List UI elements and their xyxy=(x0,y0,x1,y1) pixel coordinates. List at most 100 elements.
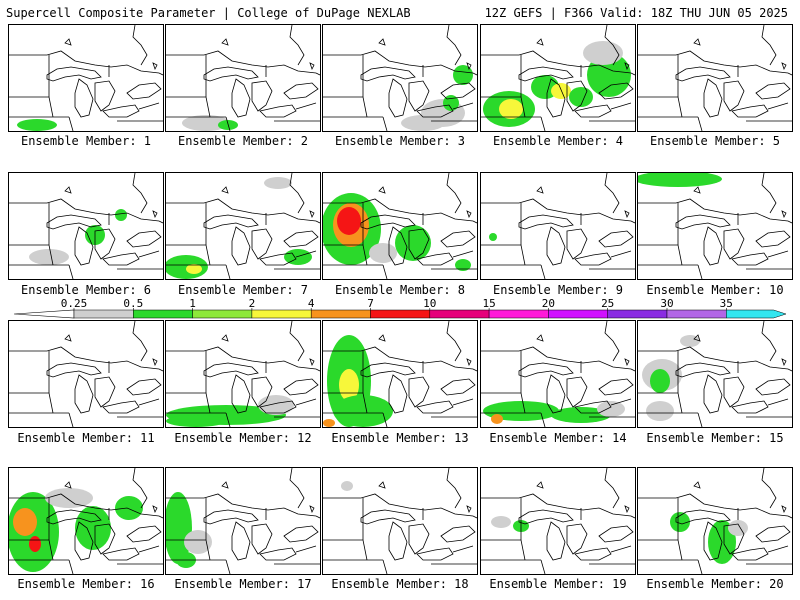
scp-shading xyxy=(264,177,292,189)
basemap-outline xyxy=(446,25,462,66)
ensemble-member-map xyxy=(637,467,793,575)
basemap-outline xyxy=(546,374,566,414)
map-canvas xyxy=(166,25,320,131)
scp-shading xyxy=(583,41,623,65)
basemap-outline xyxy=(416,400,454,414)
basemap-outline xyxy=(703,521,723,561)
map-canvas xyxy=(323,321,477,427)
basemap-outline xyxy=(638,198,792,224)
map-canvas xyxy=(9,468,163,574)
colorbar-tick-label: 7 xyxy=(367,297,374,310)
basemap-outline xyxy=(259,104,297,118)
basemap-outline xyxy=(132,25,148,66)
ensemble-member-map xyxy=(165,24,321,132)
basemap-outline xyxy=(446,468,462,509)
basemap-outline xyxy=(446,321,462,362)
basemap-outline xyxy=(48,498,110,540)
scp-shading xyxy=(489,233,497,241)
colorbar-tick-label: 0.5 xyxy=(123,297,143,310)
basemap-outline xyxy=(323,198,477,224)
basemap-outline xyxy=(755,82,791,100)
scp-shading xyxy=(551,83,571,99)
basemap-outline xyxy=(638,244,792,279)
scp-shading xyxy=(17,119,57,131)
basemap-outline xyxy=(126,82,162,100)
basemap-outline xyxy=(693,186,701,194)
basemap-outline xyxy=(466,62,472,71)
colorbar-tick-label: 4 xyxy=(308,297,315,310)
basemap-outline xyxy=(574,252,612,266)
map-canvas xyxy=(638,173,792,279)
basemap-outline xyxy=(574,104,612,118)
basemap-outline xyxy=(362,351,424,393)
basemap-outline xyxy=(604,173,620,214)
basemap-outline xyxy=(574,400,612,414)
basemap-outline xyxy=(362,203,424,245)
basemap-outline xyxy=(723,80,745,112)
basemap-outline xyxy=(723,228,745,260)
basemap-outline xyxy=(677,203,739,245)
map-canvas xyxy=(323,25,477,131)
basemap-outline xyxy=(152,210,158,219)
basemap-outline xyxy=(677,55,739,97)
colorbar-tick-label: 30 xyxy=(660,297,673,310)
ensemble-member-label: Ensemble Member: 15 xyxy=(646,431,784,445)
scp-shading xyxy=(369,243,397,263)
colorbar-segment xyxy=(370,309,431,319)
scp-shading xyxy=(337,207,361,235)
basemap-outline xyxy=(74,374,94,414)
basemap-outline xyxy=(203,214,259,230)
scp-shading xyxy=(184,530,212,554)
basemap-outline xyxy=(781,62,787,71)
basemap-outline xyxy=(221,481,229,489)
scp-shading xyxy=(638,173,722,187)
basemap-outline xyxy=(259,547,297,561)
ensemble-member-label: Ensemble Member: 16 xyxy=(17,577,155,591)
ensemble-member-label: Ensemble Member: 7 xyxy=(177,283,309,297)
map-canvas xyxy=(638,25,792,131)
basemap-outline xyxy=(388,78,408,118)
basemap-outline xyxy=(481,198,635,224)
map-canvas xyxy=(638,468,792,574)
ensemble-member-label: Ensemble Member: 3 xyxy=(334,134,466,148)
basemap-outline xyxy=(693,38,701,46)
basemap-outline xyxy=(126,378,162,396)
basemap-outline xyxy=(74,78,94,118)
basemap-outline xyxy=(761,321,777,362)
basemap-outline xyxy=(166,493,320,519)
basemap-outline xyxy=(64,481,72,489)
basemap-outline xyxy=(440,230,476,248)
basemap-outline xyxy=(675,214,731,230)
basemap-outline xyxy=(205,498,267,540)
basemap-outline xyxy=(283,525,319,543)
ensemble-member-label: Ensemble Member: 1 xyxy=(20,134,152,148)
basemap-outline xyxy=(408,376,430,408)
basemap-outline xyxy=(132,321,148,362)
scp-shading xyxy=(182,115,230,131)
scp-shading xyxy=(650,369,670,393)
ensemble-member-map xyxy=(480,320,636,428)
basemap-outline xyxy=(362,498,424,540)
basemap-outline xyxy=(259,252,297,266)
basemap-outline xyxy=(518,509,574,525)
ensemble-member-label: Ensemble Member: 12 xyxy=(174,431,312,445)
basemap-outline xyxy=(520,351,582,393)
basemap-outline xyxy=(731,252,769,266)
scp-shading xyxy=(646,401,674,421)
basemap-outline xyxy=(289,173,305,214)
map-canvas xyxy=(481,468,635,574)
ensemble-member-map xyxy=(322,320,478,428)
basemap-outline xyxy=(598,378,634,396)
basemap-outline xyxy=(360,362,416,378)
basemap-outline xyxy=(152,505,158,514)
colorbar-tick-label: 20 xyxy=(542,297,555,310)
basemap-outline xyxy=(64,186,72,194)
map-canvas xyxy=(166,321,320,427)
basemap-outline xyxy=(703,374,723,414)
basemap-outline xyxy=(781,505,787,514)
basemap-outline xyxy=(309,62,315,71)
basemap-outline xyxy=(259,400,297,414)
basemap-outline xyxy=(731,400,769,414)
basemap-outline xyxy=(323,50,477,76)
basemap-outline xyxy=(221,38,229,46)
